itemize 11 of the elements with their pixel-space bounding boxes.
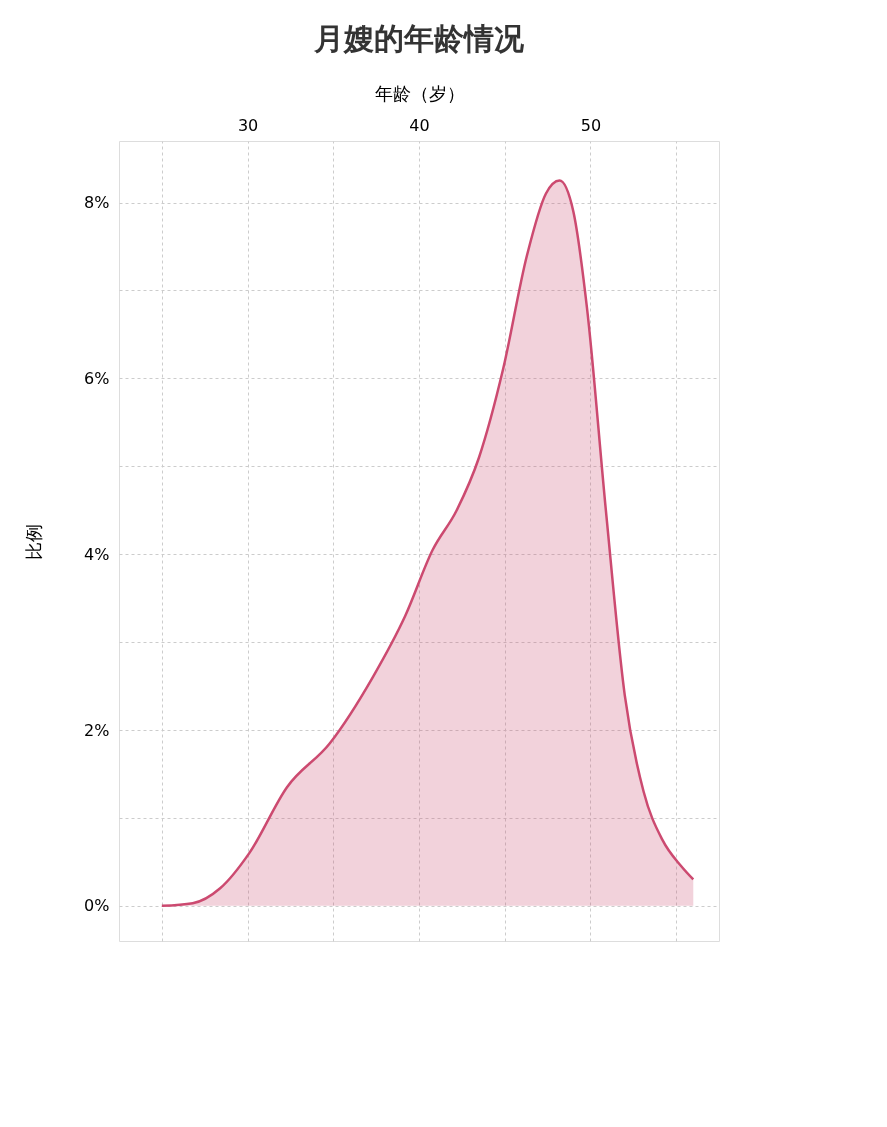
y-tick-label: 6% bbox=[84, 368, 110, 388]
y-tick-label: 8% bbox=[84, 193, 110, 213]
x-axis-title: 年龄（岁） bbox=[374, 82, 465, 104]
y-axis-title: 比例 bbox=[23, 523, 45, 560]
x-tick-label: 50 bbox=[580, 115, 602, 135]
y-tick-label: 2% bbox=[84, 720, 110, 740]
x-tick-label: 30 bbox=[237, 115, 259, 135]
x-tick-label: 40 bbox=[409, 115, 430, 135]
y-tick-label: 4% bbox=[84, 544, 110, 564]
chart-title: 月嫂的年龄情况 bbox=[313, 21, 525, 56]
y-tick-label: 0% bbox=[84, 896, 110, 916]
